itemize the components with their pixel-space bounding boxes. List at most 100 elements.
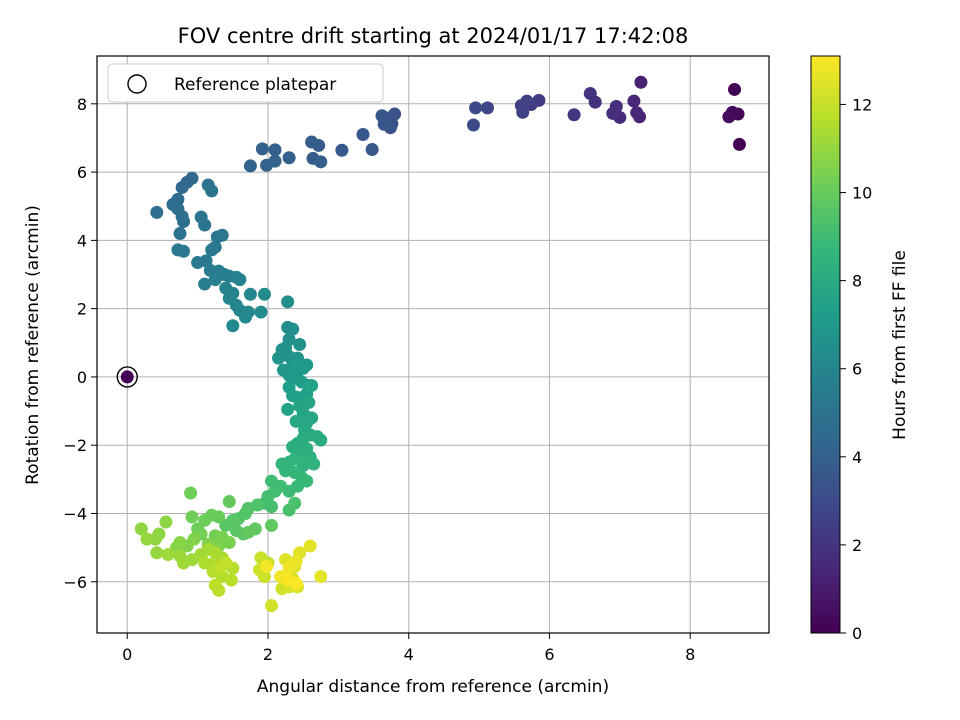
data-point	[356, 128, 370, 142]
data-point	[233, 273, 247, 287]
y-tick-label: 0	[77, 368, 87, 387]
data-point	[177, 215, 191, 229]
y-tick-label: 2	[77, 300, 87, 319]
data-point	[257, 570, 271, 584]
colorbar-tick-label: 12	[852, 95, 872, 114]
x-tick-label: 4	[404, 645, 414, 664]
data-point	[300, 358, 314, 372]
y-tick-label: −4	[63, 505, 87, 524]
data-point	[288, 496, 302, 510]
data-point	[205, 184, 219, 198]
data-point	[161, 547, 175, 561]
data-point	[722, 110, 736, 124]
data-point	[219, 518, 233, 532]
data-point	[226, 319, 240, 333]
data-point	[335, 143, 349, 157]
colorbar	[810, 55, 841, 634]
data-point	[377, 117, 391, 131]
x-tick-label: 8	[685, 645, 695, 664]
data-point	[282, 561, 296, 575]
colorbar-tick-label: 10	[852, 184, 872, 203]
data-point	[314, 570, 328, 584]
x-tick-label: 2	[263, 645, 273, 664]
data-point	[306, 151, 320, 165]
data-point	[198, 556, 212, 570]
data-point	[224, 573, 238, 587]
data-point	[238, 310, 252, 324]
data-point	[215, 228, 229, 242]
data-point	[222, 536, 236, 550]
data-point	[286, 322, 300, 336]
data-point	[307, 457, 321, 471]
data-point	[243, 159, 257, 173]
data-point	[305, 135, 319, 149]
colorbar-ticks: 0 2 4 6 8 10 12	[840, 95, 872, 643]
x-axis-label: Angular distance from reference (arcmin)	[257, 677, 609, 697]
data-point	[481, 101, 495, 115]
data-point	[184, 486, 198, 500]
x-axis-ticks: 0 2 4 6 8	[122, 633, 695, 664]
x-tick-label: 0	[122, 645, 132, 664]
data-point	[606, 106, 620, 120]
reference-marker-group	[116, 366, 138, 388]
reference-point	[120, 370, 134, 384]
data-point	[173, 227, 187, 241]
data-point	[257, 287, 271, 301]
data-point	[466, 118, 480, 132]
data-point	[365, 143, 379, 157]
colorbar-label: Hours from first FF file	[890, 250, 910, 440]
legend: Reference platepar	[107, 63, 384, 103]
data-point	[567, 108, 581, 122]
data-point	[265, 474, 279, 488]
colorbar-tick-label: 0	[852, 624, 862, 643]
data-point	[208, 578, 222, 592]
data-point	[205, 243, 219, 257]
reference-marker	[116, 366, 138, 388]
data-point	[241, 525, 255, 539]
data-point	[272, 351, 286, 365]
data-point	[150, 205, 164, 219]
data-point	[254, 305, 268, 319]
colorbar-tick-label: 4	[852, 448, 862, 467]
data-point	[281, 402, 295, 416]
data-point	[260, 158, 274, 172]
data-point	[634, 75, 648, 89]
data-point	[728, 82, 742, 96]
data-point	[630, 106, 644, 120]
legend-box	[107, 63, 384, 103]
data-point	[282, 151, 296, 165]
y-tick-label: −6	[63, 573, 87, 592]
data-point	[150, 546, 164, 560]
colorbar-tick-label: 2	[852, 536, 862, 555]
data-point	[516, 105, 530, 119]
data-point	[281, 295, 295, 309]
data-point	[185, 510, 199, 524]
data-point	[265, 518, 279, 532]
data-point	[208, 273, 222, 287]
chart-title: FOV centre drift starting at 2024/01/17 …	[178, 24, 689, 48]
data-point	[140, 532, 154, 546]
y-tick-label: −2	[63, 436, 87, 455]
y-tick-label: 8	[77, 95, 87, 114]
colorbar-tick-label: 8	[852, 272, 862, 291]
data-point	[583, 87, 597, 101]
legend-entry-reference: Reference platepar	[174, 75, 336, 95]
x-tick-label: 6	[544, 645, 554, 664]
data-point	[289, 576, 303, 590]
data-point	[260, 559, 274, 573]
data-point	[134, 522, 148, 536]
data-point	[175, 180, 189, 194]
data-point	[732, 137, 746, 151]
data-point	[305, 378, 319, 392]
data-point	[303, 539, 317, 553]
data-point	[302, 396, 316, 410]
data-point	[219, 556, 233, 570]
data-point	[255, 142, 269, 156]
grid-lines	[97, 56, 769, 633]
data-point	[198, 218, 212, 232]
data-point	[289, 360, 303, 374]
data-point	[243, 287, 257, 301]
y-tick-label: 6	[77, 163, 87, 182]
